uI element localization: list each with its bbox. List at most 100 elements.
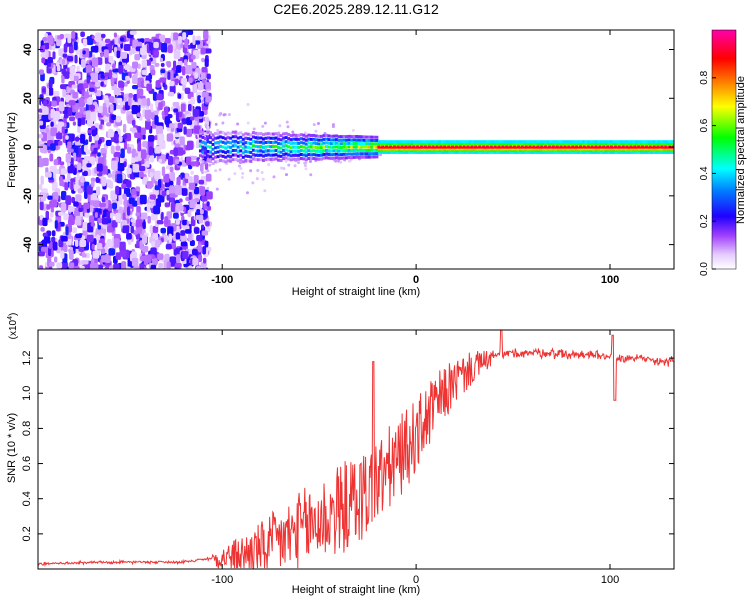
- spectrogram-cell: [433, 147, 437, 151]
- spectrogram-cell: [146, 202, 151, 213]
- spectrogram-cell: [81, 253, 87, 258]
- spectrogram-cell: [168, 185, 176, 194]
- spectrogram-cell: [589, 141, 593, 145]
- spectrogram-cell: [241, 171, 245, 175]
- spectrogram-cell: [125, 75, 130, 81]
- spectrogram-cell: [175, 65, 182, 73]
- spectrogram-cell: [342, 152, 346, 156]
- spectrogram-cell: [211, 152, 215, 156]
- spectrogram-cell: [551, 147, 555, 151]
- spectrogram-cell: [73, 41, 78, 51]
- spectrogram-cell: [453, 149, 457, 153]
- spectrogram-cell: [667, 143, 671, 147]
- spectrogram-cell: [299, 156, 303, 160]
- spectrogram-cell: [173, 50, 181, 60]
- spectrogram-cell: [157, 194, 165, 203]
- spectrogram-cell: [166, 211, 173, 219]
- spectrogram-cell: [466, 150, 470, 154]
- spectrogram-cell: [327, 141, 331, 145]
- spectrogram-cell: [147, 183, 154, 188]
- spectrogram-cell: [317, 150, 321, 154]
- snr-x-tick-label: 100: [601, 574, 619, 586]
- spectrogram-cell: [503, 140, 507, 144]
- spectrogram-cell: [476, 141, 480, 145]
- spectrogram-x-tick-label: -100: [211, 274, 233, 286]
- spectrogram-cell: [206, 154, 210, 158]
- spectrogram-cell: [292, 141, 296, 145]
- spectrogram-cell: [410, 147, 414, 151]
- spectrogram-cell: [635, 145, 639, 149]
- spectrogram-cell: [430, 150, 434, 154]
- spectrogram-cell: [624, 149, 628, 153]
- spectrogram-cell: [299, 145, 303, 149]
- spectrogram-cell: [524, 149, 528, 153]
- spectrogram-cell: [51, 100, 57, 107]
- spectrogram-cell: [637, 145, 641, 149]
- spectrogram-cell: [327, 149, 331, 153]
- spectrogram-cell: [174, 262, 182, 268]
- spectrogram-cell: [435, 141, 439, 145]
- spectrogram-cell: [190, 96, 196, 105]
- spectrogram-cell: [304, 138, 308, 142]
- spectrogram-cell: [592, 140, 596, 144]
- spectrogram-cell: [302, 137, 306, 141]
- spectrogram-cell: [226, 150, 230, 154]
- spectrogram-cell: [390, 147, 394, 151]
- spectrogram-cell: [173, 108, 179, 113]
- spectrogram-cell: [529, 140, 533, 144]
- spectrogram-cell: [246, 154, 250, 158]
- spectrogram-cell: [330, 156, 334, 160]
- spectrogram-cell: [188, 182, 196, 190]
- spectrogram-cell: [503, 150, 507, 154]
- spectrogram-cell: [126, 167, 132, 175]
- spectrogram-cell: [103, 72, 110, 77]
- spectrogram-cell: [234, 158, 238, 162]
- spectrogram-cell: [365, 145, 369, 149]
- spectrogram-cell: [246, 103, 250, 107]
- spectrogram-cell: [438, 149, 442, 153]
- spectrogram-cell: [534, 150, 538, 154]
- spectrogram-cell: [355, 148, 359, 152]
- spectrogram-cell: [340, 135, 344, 139]
- spectrogram-cell: [120, 52, 128, 59]
- spectrogram-cell: [216, 136, 220, 140]
- spectrogram-cell: [312, 156, 316, 160]
- spectrogram-cell: [622, 149, 626, 153]
- spectrogram-cell: [619, 143, 623, 147]
- spectrogram-cell: [152, 259, 159, 265]
- spectrogram-cell: [122, 212, 127, 222]
- spectrogram-cell: [150, 247, 157, 256]
- spectrogram-cell: [137, 63, 141, 70]
- spectrogram-cell: [304, 150, 308, 154]
- spectrogram-cell: [93, 147, 98, 154]
- spectrogram-cell: [614, 147, 618, 151]
- spectrogram-cell: [599, 150, 603, 154]
- spectrogram-cell: [264, 140, 268, 144]
- spectrogram-cell: [529, 149, 533, 153]
- spectrogram-cell: [619, 141, 623, 145]
- spectrogram-cell: [471, 150, 475, 154]
- spectrogram-cell: [488, 141, 492, 145]
- spectrogram-cell: [226, 145, 230, 149]
- spectrogram-cell: [330, 149, 334, 153]
- spectrogram-cell: [291, 130, 295, 134]
- spectrogram-cell: [602, 147, 606, 151]
- spectrogram-cell: [141, 69, 148, 76]
- spectrogram-cell: [72, 91, 78, 99]
- spectrogram-cell: [582, 140, 586, 144]
- spectrogram-cell: [139, 165, 146, 172]
- spectrogram-cell: [131, 85, 138, 90]
- spectrogram-cell: [592, 150, 596, 154]
- spectrogram-cell: [80, 59, 86, 68]
- spectrogram-cell: [534, 140, 538, 144]
- spectrogram-cell: [575, 145, 579, 149]
- spectrogram-cell: [657, 150, 661, 154]
- spectrogram-cell: [58, 101, 65, 112]
- spectrogram-cell: [476, 145, 480, 149]
- spectrogram-cell: [302, 133, 306, 137]
- spectrogram-cell: [410, 145, 414, 149]
- spectrogram-cell: [304, 134, 308, 138]
- spectrogram-cell: [641, 145, 645, 149]
- spectrogram-cell: [272, 145, 276, 149]
- spectrogram-cell: [279, 166, 283, 170]
